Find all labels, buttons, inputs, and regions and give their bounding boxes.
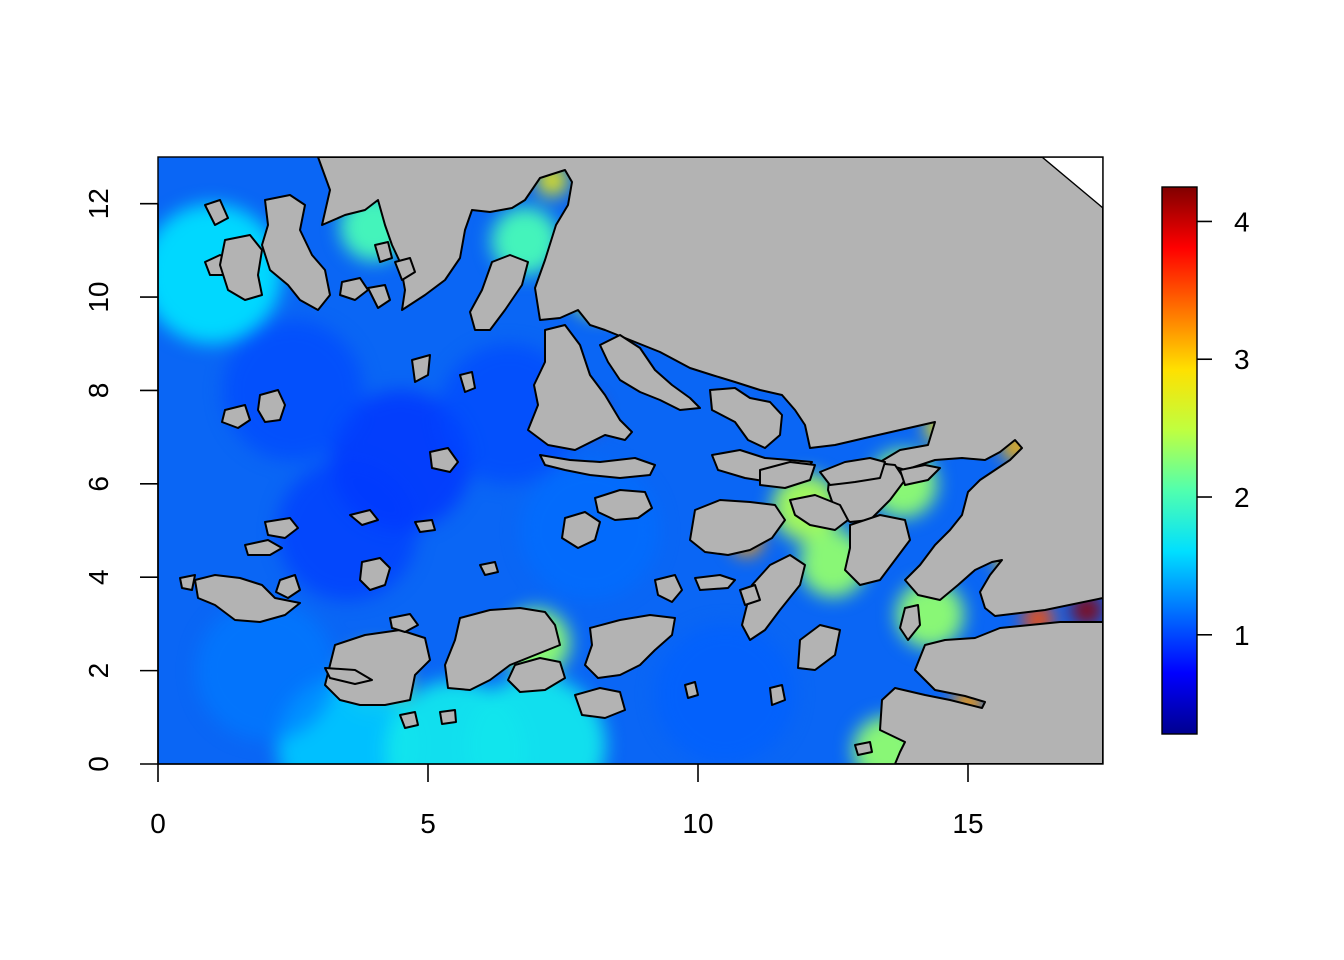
island <box>654 574 683 603</box>
island <box>219 234 263 301</box>
island <box>819 457 886 486</box>
island <box>244 539 283 556</box>
island <box>797 624 841 671</box>
x-tick-label: 15 <box>952 808 983 839</box>
x-tick-label: 10 <box>682 808 713 839</box>
y-axis: 0 2 4 6 8 10 12 <box>83 188 159 772</box>
island <box>539 454 656 479</box>
island <box>389 613 419 633</box>
colorbar-frame <box>1161 186 1198 735</box>
field-point-29 <box>655 623 795 764</box>
x-tick-label: 5 <box>420 808 436 839</box>
island <box>689 499 786 556</box>
island <box>394 257 416 281</box>
no-data-corner <box>1040 157 1103 209</box>
island <box>789 494 849 531</box>
island <box>584 614 676 679</box>
x-tick-label: 0 <box>150 808 166 839</box>
colorbar-tick-label: 4 <box>1234 206 1250 237</box>
island <box>264 517 299 539</box>
island <box>507 657 566 693</box>
island <box>367 284 391 309</box>
island <box>374 241 393 263</box>
island <box>684 681 699 699</box>
island <box>459 371 476 393</box>
colorbar-tick-label: 2 <box>1234 482 1250 513</box>
island <box>899 604 921 641</box>
y-tick-label: 10 <box>83 281 114 312</box>
y-tick-label: 6 <box>83 476 114 492</box>
island <box>479 561 499 576</box>
island <box>414 519 436 533</box>
island <box>594 489 653 521</box>
island <box>739 584 761 606</box>
colorbar-tick-label: 3 <box>1234 344 1250 375</box>
land-layer <box>179 157 1103 764</box>
island <box>439 709 457 725</box>
island <box>261 194 331 311</box>
island <box>399 711 419 729</box>
plot-area <box>158 157 1103 764</box>
x-axis: 0 5 10 15 <box>150 763 984 839</box>
island <box>411 354 431 383</box>
island <box>359 557 391 591</box>
y-tick-label: 8 <box>83 383 114 399</box>
field-point-26 <box>277 460 417 601</box>
field-point-22 <box>466 675 606 764</box>
island <box>741 554 806 641</box>
colorbar-strip <box>1162 187 1197 734</box>
island <box>899 464 941 486</box>
colorbar-ticks: 1 2 3 4 <box>1197 206 1250 651</box>
colorbar-tick-label: 1 <box>1234 620 1250 651</box>
field-point-25 <box>223 320 363 461</box>
island <box>221 404 251 429</box>
island <box>339 277 369 301</box>
field-point-30 <box>196 600 336 741</box>
island <box>854 741 873 756</box>
y-tick-label: 2 <box>83 663 114 679</box>
island <box>275 574 301 599</box>
island <box>179 574 196 591</box>
island <box>527 324 633 451</box>
island <box>429 447 459 473</box>
y-tick-label: 4 <box>83 569 114 585</box>
island <box>844 514 911 586</box>
y-tick-label: 12 <box>83 188 114 219</box>
island <box>599 334 701 411</box>
island <box>709 387 783 449</box>
island <box>769 684 786 706</box>
y-tick-label: 0 <box>83 756 114 772</box>
island <box>204 199 229 226</box>
island <box>349 509 379 526</box>
island <box>574 687 626 719</box>
island <box>469 254 529 331</box>
island <box>324 667 373 685</box>
island <box>194 574 301 623</box>
island <box>694 574 736 591</box>
colorbar: 1 2 3 4 <box>1161 186 1250 735</box>
island <box>561 511 601 549</box>
island <box>444 607 561 691</box>
island <box>759 461 816 489</box>
island <box>257 389 286 423</box>
